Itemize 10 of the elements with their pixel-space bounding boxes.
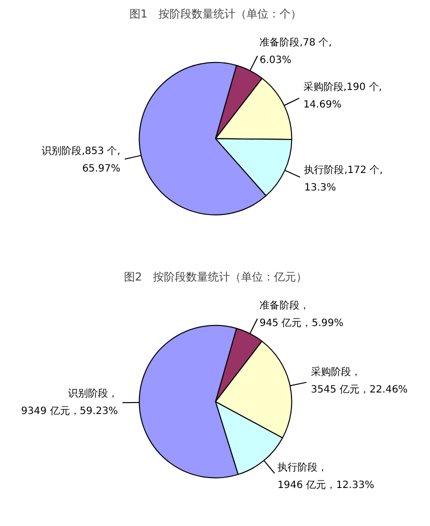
chart-title: 图1 按阶段数量统计（单位：个）: [130, 8, 302, 20]
slice-label: 执行阶段,172 个, 13.3%: [304, 164, 383, 194]
slice-label: 识别阶段,853 个, 65.97%: [42, 144, 120, 174]
chart-title: 图2 按阶段数量统计（单位：亿元）: [124, 270, 307, 284]
slice-label: 采购阶段,190 个, 14.69%: [303, 80, 382, 111]
slice-label: 采购阶段， 3545 亿元，22.46%: [310, 366, 408, 396]
slice-label: 执行阶段， 1946 亿元，12.33%: [277, 462, 374, 492]
slice-label: 准备阶段， 945 亿元，5.99%: [259, 299, 344, 330]
slice-label: 识别阶段， 9349 亿元，59.23%: [21, 387, 118, 417]
slice-label: 准备阶段,78 个, 6.03%: [260, 36, 332, 66]
